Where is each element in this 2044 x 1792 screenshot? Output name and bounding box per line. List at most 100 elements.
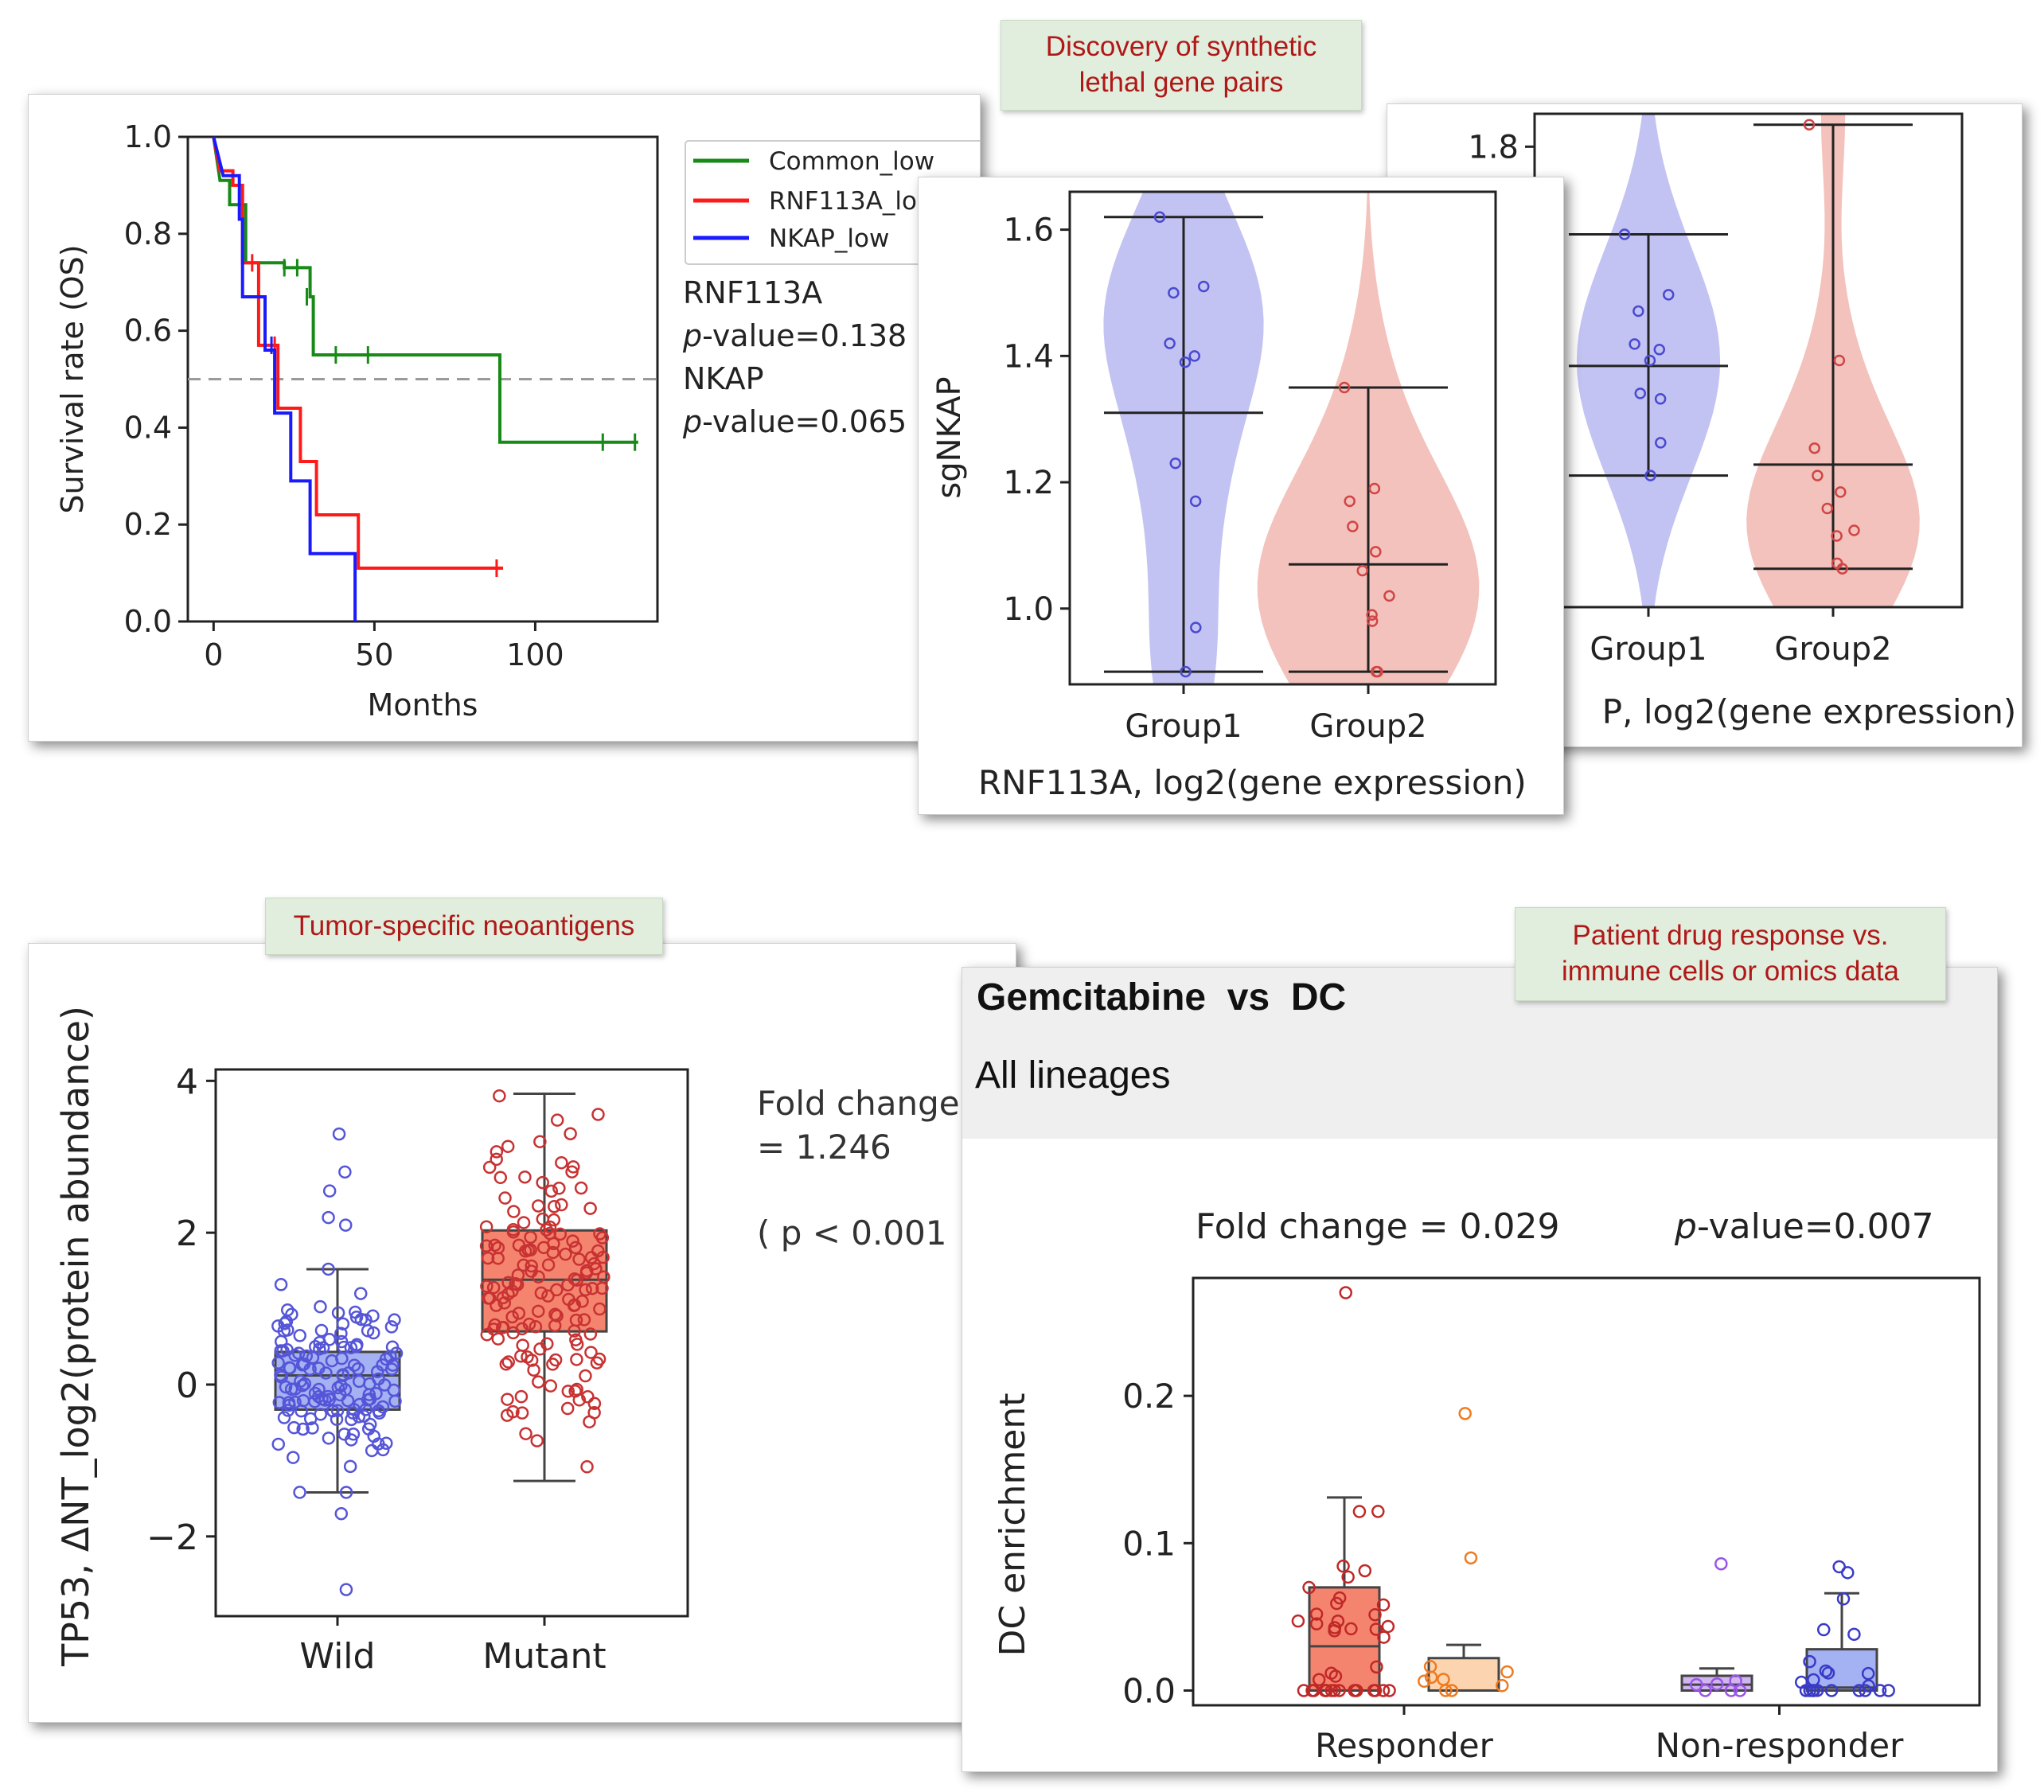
- km-x-axis-label: Months: [368, 688, 478, 723]
- violin-back-x-tick-label: Group2: [1774, 631, 1891, 668]
- tp53-point-mutant: [559, 1247, 572, 1261]
- gem-x-tick-label: Non-responder: [1656, 1726, 1904, 1765]
- tp53-point-mutant: [536, 1175, 549, 1190]
- km-legend-box: [685, 140, 980, 265]
- tp53-point-mutant: [507, 1205, 521, 1218]
- callout-drug-response: Patient drug response vs. immune cells o…: [1515, 907, 1946, 1001]
- tp53-point-wild: [351, 1362, 365, 1376]
- tp53-point-mutant: [529, 1320, 543, 1334]
- tp53-point-mutant: [488, 1238, 501, 1252]
- gem-x-tick-label: Responder: [1315, 1726, 1493, 1765]
- tp53-point-mutant: [527, 1363, 540, 1377]
- tp53-point-mutant: [498, 1191, 512, 1205]
- tp53-point-wild: [322, 1393, 336, 1406]
- tp53-point-wild: [314, 1323, 329, 1338]
- tp53-point-wild: [331, 1306, 345, 1320]
- tp53-point-wild: [322, 1432, 336, 1445]
- tp53-point-wild: [272, 1396, 287, 1409]
- tp53-point-mutant: [530, 1434, 544, 1447]
- gem-responder-group-a-point: [1297, 1684, 1311, 1697]
- tp53-point-mutant: [593, 1302, 607, 1316]
- gem-non-responder-group-b-point: [1821, 1666, 1835, 1680]
- violin-front-point: [1169, 457, 1182, 469]
- tp53-point-mutant: [505, 1310, 519, 1324]
- tp53-point-mutant: [579, 1264, 594, 1278]
- gem-y-tick-label: 0.1: [1122, 1524, 1176, 1563]
- gem-y-tick-label: 0.0: [1122, 1671, 1176, 1710]
- legend-nkap-label: NKAP_low: [769, 224, 889, 253]
- tp53-point-mutant: [525, 1259, 538, 1273]
- violin-front-point: [1344, 495, 1356, 508]
- gem-responder-group-a-point: [1367, 1684, 1381, 1697]
- tp53-point-wild: [344, 1341, 358, 1354]
- gem-title: Gemcitabine vs DC: [977, 976, 1347, 1019]
- tp53-point-mutant: [501, 1139, 515, 1153]
- gem-non-responder-group-b-point: [1807, 1673, 1820, 1687]
- gem-responder-group-a-point: [1376, 1598, 1391, 1612]
- tp53-point-wild: [335, 1351, 349, 1365]
- tp53-point-mutant: [509, 1277, 522, 1291]
- tp53-point-mutant: [568, 1324, 581, 1338]
- tp53-point-mutant: [587, 1397, 602, 1411]
- tp53-point-wild: [367, 1429, 381, 1443]
- tp53-point-mutant: [493, 1089, 506, 1103]
- tp53-box-panel: Fold change = 1.246 ( p < 0.001 −2 0 2 4 Wil…: [28, 943, 1016, 1723]
- gem-responder-group-a-point: [1336, 1559, 1350, 1573]
- tp53-point-mutant: [481, 1251, 495, 1265]
- gem-non-responder-group-b-outlier: [1841, 1566, 1855, 1580]
- gem-non-responder-group-b-point: [1882, 1684, 1895, 1697]
- violin-front-x-tick-label: Group2: [1309, 708, 1426, 745]
- tp53-point-mutant: [577, 1313, 591, 1326]
- tp53-point-mutant: [552, 1182, 566, 1195]
- tp53-plot-frame: [214, 1068, 689, 1618]
- violin-back-point: [1634, 388, 1647, 399]
- callout-neoantigens: Tumor-specific neoantigens: [265, 898, 663, 955]
- tp53-point-wild: [353, 1287, 368, 1300]
- gem-responder-group-a-point: [1368, 1607, 1382, 1622]
- gem-responder-group-b-outlier: [1458, 1407, 1472, 1420]
- violin-back-point: [1812, 469, 1824, 481]
- tp53-outlier-wild: [338, 1165, 352, 1179]
- violin-back-xlabel: P, log2(gene expression): [1602, 692, 2016, 731]
- km-x-tick-label: 100: [506, 637, 564, 672]
- tp53-point-wild: [278, 1317, 291, 1330]
- tp53-point-mutant: [574, 1181, 588, 1195]
- km-y-tick-label: 0.6: [124, 314, 172, 349]
- violin-back-point: [1831, 530, 1843, 542]
- gem-responder-group-a-point: [1309, 1607, 1324, 1621]
- tp53-point-mutant: [518, 1170, 532, 1184]
- tp53-point-mutant: [555, 1198, 568, 1212]
- tp53-point-mutant: [490, 1145, 504, 1159]
- tp53-point-mutant: [583, 1327, 598, 1341]
- legend-common-label: Common_low: [769, 147, 934, 176]
- tp53-point-mutant: [583, 1202, 597, 1215]
- tp53-point-wild: [293, 1486, 306, 1499]
- violin-front-point: [1197, 280, 1210, 293]
- violin-front-point: [1356, 564, 1369, 577]
- violin-back-point: [1654, 392, 1667, 405]
- tp53-point-wild: [346, 1428, 361, 1441]
- tp53-x-tick-label: Mutant: [482, 1636, 606, 1677]
- tp53-point-mutant: [548, 1199, 561, 1213]
- gem-responder-group-a-point: [1302, 1580, 1316, 1595]
- tp53-point-wild: [370, 1365, 384, 1378]
- callout-synthetic-lethal: Discovery of synthetic lethal gene pairs: [1001, 20, 1362, 111]
- tp53-point-wild: [352, 1374, 366, 1389]
- gem-non-responder-group-b-point: [1873, 1684, 1887, 1697]
- gemcitabine-dc-chart: Fold change = 0.029 p-value=0.007 0.0 0.1…: [993, 1206, 1981, 1765]
- tp53-point-mutant: [547, 1213, 561, 1227]
- gem-responder-group-a-point: [1369, 1623, 1383, 1636]
- tp53-outlier-wild: [339, 1583, 353, 1596]
- tp53-point-mutant: [555, 1155, 568, 1170]
- gem-responder-group-b-point: [1500, 1665, 1514, 1679]
- violin-back-y-tick-label: 1.8: [1468, 129, 1519, 166]
- tp53-x-tick-label: Wild: [300, 1636, 376, 1677]
- tp53-point-wild: [306, 1421, 319, 1435]
- tp53-point-wild: [363, 1417, 377, 1432]
- tp53-point-wild: [309, 1340, 322, 1354]
- violin-front-point: [1164, 337, 1176, 349]
- violin-back-point: [1803, 119, 1816, 131]
- tp53-point-mutant: [548, 1307, 562, 1321]
- violin-back-point: [1644, 469, 1656, 481]
- tp53-point-mutant: [521, 1244, 536, 1257]
